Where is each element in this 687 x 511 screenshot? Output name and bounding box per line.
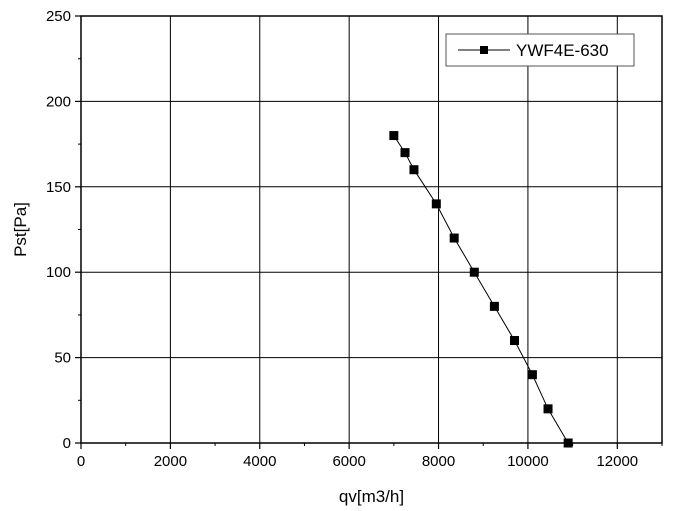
legend: YWF4E-630 (445, 33, 635, 67)
legend-label: YWF4E-630 (516, 41, 609, 60)
data-point (449, 233, 459, 243)
data-point (409, 165, 419, 175)
y-tick-label: 150 (46, 179, 71, 196)
tick-labels: 0 2000 4000 6000 8000 10000 12000 0 50 100 150 200 2… (46, 8, 638, 470)
axis-ticks (75, 15, 663, 449)
data-point (389, 131, 399, 141)
y-tick-label: 100 (46, 264, 71, 281)
x-tick-label: 2000 (154, 453, 187, 470)
grid-lines (81, 16, 662, 443)
legend-marker (480, 46, 488, 54)
data-point (469, 267, 479, 277)
y-tick-label: 200 (46, 93, 71, 110)
y-tick-label: 0 (63, 435, 71, 452)
x-axis-label: qv[m3/h] (339, 487, 404, 506)
x-tick-label: 6000 (332, 453, 365, 470)
data-point (489, 301, 499, 311)
data-point (431, 199, 441, 209)
x-tick-label: 0 (77, 453, 85, 470)
y-tick-label: 50 (54, 350, 71, 367)
y-tick-label: 250 (46, 8, 71, 25)
x-tick-label: 4000 (243, 453, 276, 470)
data-point (543, 404, 553, 414)
x-tick-label: 10000 (507, 453, 549, 470)
y-axis-label: Pst[Pa] (11, 202, 30, 257)
data-point (510, 336, 520, 346)
data-point (400, 148, 410, 158)
data-point (563, 438, 573, 448)
x-tick-label: 8000 (422, 453, 455, 470)
data-point (527, 370, 537, 380)
plot-frame (80, 15, 663, 444)
x-tick-label: 12000 (596, 453, 638, 470)
series-markers (389, 131, 573, 448)
